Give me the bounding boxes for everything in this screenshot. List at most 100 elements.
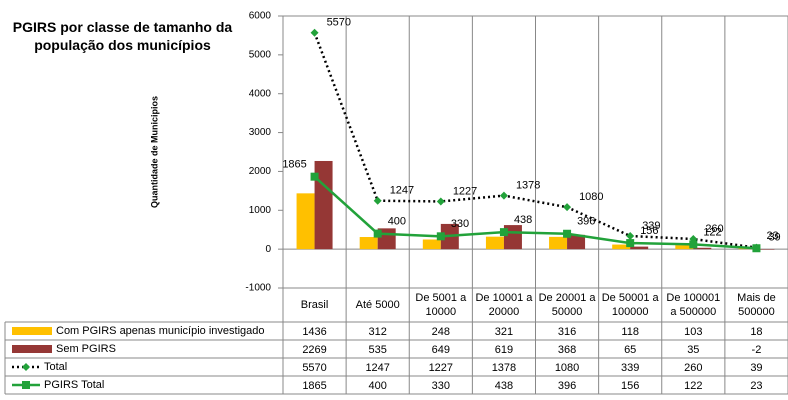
table-cell: 1865 — [302, 380, 326, 392]
y-tick-label: 5000 — [249, 49, 272, 60]
table-cell: 400 — [369, 380, 387, 392]
table-cell: 396 — [558, 380, 576, 392]
bar — [630, 246, 649, 250]
marker — [752, 244, 761, 253]
y-tick-label: 4000 — [249, 88, 272, 99]
data-label: 260 — [705, 223, 723, 235]
data-label: 122 — [703, 226, 721, 238]
bar — [756, 249, 775, 250]
legend-swatch — [12, 345, 52, 353]
category-label: De 5001 a 10000 — [415, 292, 467, 318]
table-cell: 65 — [624, 344, 636, 356]
table-cell: 248 — [432, 326, 450, 338]
marker — [626, 231, 635, 240]
bar — [549, 236, 568, 250]
legend-label: Total — [44, 361, 68, 373]
data-label: 400 — [388, 216, 406, 228]
table-cell: 103 — [684, 326, 702, 338]
marker — [310, 172, 319, 181]
data-label: 23 — [766, 230, 778, 242]
table-cell: 2269 — [302, 344, 326, 356]
y-tick-label: -1000 — [245, 283, 271, 294]
data-label: 339 — [642, 220, 660, 232]
table-cell: 23 — [750, 380, 762, 392]
data-label: 156 — [640, 225, 658, 237]
marker — [563, 229, 572, 238]
table-cell: 1436 — [302, 326, 326, 338]
table-cell: 330 — [432, 380, 450, 392]
chart-title: PGIRS por classe de tamanho da população… — [12, 19, 233, 53]
bar — [359, 237, 378, 250]
data-label: 1227 — [453, 185, 477, 197]
table-cell: 260 — [684, 362, 702, 374]
data-label: 330 — [451, 218, 469, 230]
marker — [626, 239, 635, 248]
legend-label: PGIRS Total — [44, 379, 105, 391]
table-cell: 118 — [621, 326, 639, 338]
table-cell: 1247 — [365, 362, 389, 374]
marker — [310, 28, 319, 37]
category-label: De 10001 a 20000 — [475, 292, 533, 318]
data-label: 1378 — [516, 180, 540, 192]
table-cell: 312 — [369, 326, 387, 338]
category-label: De 100001 a 500000 — [666, 292, 721, 318]
category-label: Brasil — [300, 299, 329, 311]
y-tick-label: 0 — [265, 244, 271, 255]
y-axis-title: Quantidade de Municipios — [149, 96, 159, 208]
marker — [499, 228, 508, 237]
table-cell: 321 — [495, 326, 513, 338]
bar — [612, 244, 631, 250]
marker — [563, 203, 572, 212]
legend-label: Com PGIRS apenas município investigado — [56, 325, 265, 337]
bar — [675, 245, 694, 250]
category-label: De 50001 a 100000 — [601, 292, 659, 318]
table-cell: 316 — [558, 326, 576, 338]
bar — [567, 234, 586, 250]
y-tick-label: 3000 — [249, 127, 272, 138]
table-cell: 5570 — [302, 362, 326, 374]
legend-swatch — [12, 327, 52, 335]
bar — [693, 247, 712, 250]
data-label: 1247 — [390, 185, 414, 197]
table-cell: 1080 — [555, 362, 579, 374]
marker — [499, 191, 508, 200]
category-label: Até 5000 — [355, 299, 400, 311]
table-cell: 39 — [750, 362, 762, 374]
data-label: 396 — [577, 216, 595, 228]
y-tick-label: 6000 — [249, 11, 272, 22]
bar — [314, 160, 333, 250]
marker — [373, 196, 382, 205]
y-tick-label: 2000 — [249, 166, 272, 177]
marker — [436, 232, 445, 241]
table-cell: 649 — [432, 344, 450, 356]
table-cell: 156 — [621, 380, 639, 392]
y-tick-label: 1000 — [249, 205, 272, 216]
table-cell: 122 — [684, 380, 702, 392]
bar — [296, 193, 315, 250]
table-cell: 535 — [369, 344, 387, 356]
table-cell: 35 — [687, 344, 699, 356]
marker — [689, 240, 698, 249]
table-cell: 438 — [495, 380, 513, 392]
table-cell: 1378 — [492, 362, 516, 374]
bar — [485, 236, 504, 250]
table-cell: 1227 — [429, 362, 453, 374]
table-cell: 18 — [750, 326, 762, 338]
marker — [436, 197, 445, 206]
table-cell: 339 — [621, 362, 639, 374]
legend-label: Sem PGIRS — [56, 343, 116, 355]
data-label: 39 — [768, 232, 780, 244]
table-cell: -2 — [752, 344, 762, 356]
legend-marker — [22, 381, 30, 389]
data-label: 1865 — [282, 159, 306, 171]
bar — [422, 239, 441, 250]
legend-marker — [22, 363, 30, 371]
data-label: 5570 — [327, 17, 351, 29]
series-line — [313, 175, 757, 250]
category-label: Mais de 500000 — [737, 292, 776, 318]
table-cell: 368 — [558, 344, 576, 356]
data-label: 438 — [514, 214, 532, 226]
table-cell: 619 — [495, 344, 513, 356]
